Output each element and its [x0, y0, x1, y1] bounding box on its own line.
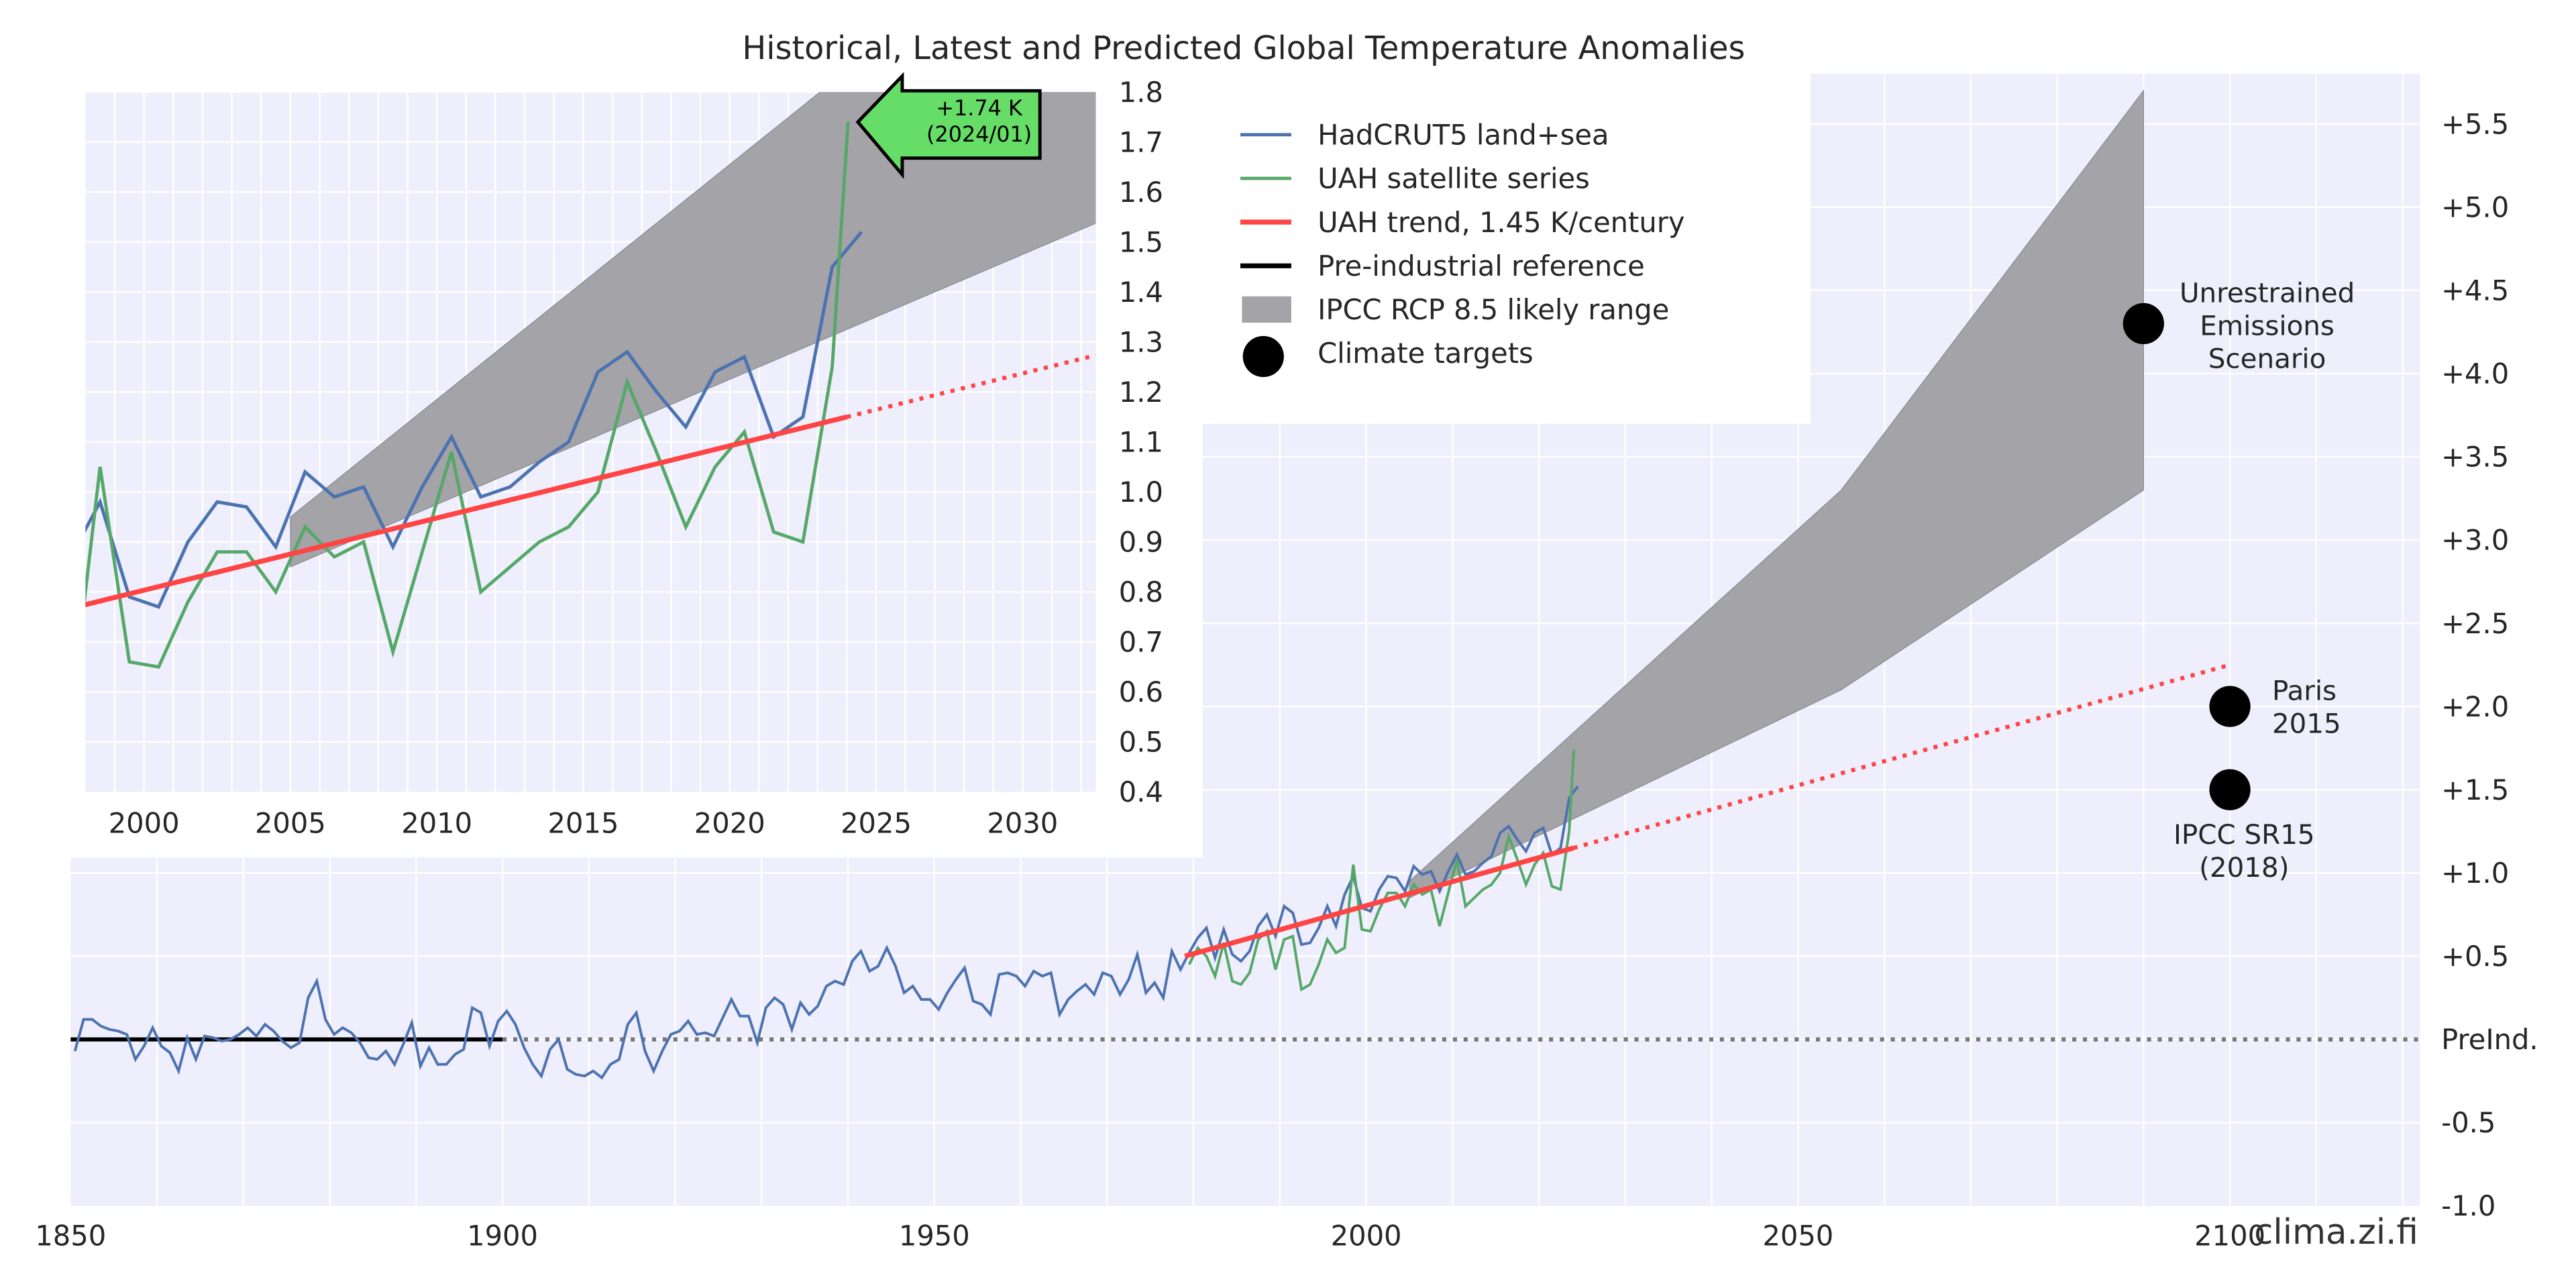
legend-swatch-patch [1242, 296, 1291, 323]
y-tick-label: +4.0 [2441, 358, 2509, 390]
y-tick-label: +1.0 [2441, 857, 2509, 890]
inset-y-tick-label: 1.6 [1119, 176, 1163, 209]
inset-x-tick-label: 2025 [841, 807, 912, 840]
inset-y-tick-label: 1.2 [1119, 376, 1163, 409]
inset-x-tick-label: 2000 [109, 807, 180, 840]
climate-target-marker [2209, 769, 2251, 810]
legend-swatch-marker [1242, 335, 1284, 378]
y-tick-label: PreInd. [2441, 1023, 2538, 1056]
annotation-arrow [855, 72, 1042, 179]
climate-target-marker [2123, 303, 2164, 345]
inset-x-tick-label: 2015 [548, 807, 619, 840]
climate-target-marker [2209, 686, 2251, 727]
inset-ipcc-range-area [290, 92, 1096, 568]
y-tick-label: -1.0 [2441, 1189, 2496, 1222]
inset-uah-trend-line [85, 414, 848, 608]
inset-y-tick-label: 0.8 [1119, 576, 1163, 608]
legend-label: Climate targets [1318, 337, 1534, 370]
annotation-label: (2024/01) [926, 121, 1032, 147]
inset-y-tick-label: 1.8 [1119, 76, 1163, 109]
uah-trend-line [1184, 845, 1574, 959]
y-tick-label: +1.5 [2441, 773, 2509, 806]
inset-plot: 2000 2005 2010 2015 2020 2025 2030 1.8 1.7 1.6 1.5… [85, 72, 1163, 840]
inset-y-tick-label: 0.9 [1119, 526, 1163, 559]
inset-uah-trend-projection [846, 353, 1096, 419]
climate-target-label: Paris [2272, 674, 2337, 706]
inset-y-tick-label: 1.4 [1119, 276, 1163, 309]
y-tick-label: -0.5 [2441, 1106, 2496, 1139]
inset-y-tick-label: 1.7 [1119, 125, 1163, 158]
x-tick-label: 2050 [1762, 1219, 1833, 1252]
legend-label: IPCC RCP 8.5 likely range [1318, 293, 1669, 326]
climate-target-label: 2015 [2272, 707, 2341, 739]
inset-y-tick-label: 0.6 [1119, 676, 1163, 708]
watermark: clima.zi.fi [2254, 1212, 2418, 1252]
legend-label: Pre-industrial reference [1318, 250, 1645, 282]
y-tick-label: +5.0 [2441, 191, 2509, 223]
inset-y-tick-label: 1.5 [1119, 225, 1163, 258]
climate-target-label: Scenario [2208, 343, 2326, 375]
y-tick-label: +4.5 [2441, 274, 2509, 307]
climate-target-label: (2018) [2199, 851, 2289, 883]
x-tick-label: 2000 [1331, 1219, 1402, 1252]
x-tick-label: 1950 [899, 1219, 970, 1252]
x-tick-label: 1900 [467, 1219, 538, 1252]
legend-label: UAH trend, 1.45 K/century [1318, 206, 1684, 239]
y-tick-label: +2.0 [2441, 690, 2509, 723]
inset-y-tick-label: 1.3 [1119, 325, 1163, 358]
inset-y-tick-label: 0.5 [1119, 726, 1163, 759]
legend-label: UAH satellite series [1318, 162, 1590, 195]
inset-y-tick-label: 0.7 [1119, 626, 1163, 659]
chart-title: Historical, Latest and Predicted Global … [742, 30, 1745, 67]
inset-y-tick-label: 1.0 [1119, 476, 1163, 508]
inset-plot-area [85, 92, 1096, 792]
climate-target-label: IPCC SR15 [2174, 818, 2315, 851]
inset-x-tick-label: 2030 [987, 807, 1058, 840]
legend: HadCRUT5 land+sea UAH satellite series UAH… [1202, 74, 1811, 424]
y-tick-label: +3.5 [2441, 441, 2509, 474]
y-tick-label: +2.5 [2441, 607, 2509, 640]
x-tick-label: 1850 [35, 1219, 106, 1252]
inset-y-tick-label: 0.4 [1119, 775, 1163, 808]
y-tick-label: +0.5 [2441, 940, 2509, 973]
y-tick-label: +3.0 [2441, 524, 2509, 557]
inset-x-tick-label: 2010 [401, 807, 472, 840]
inset-y-tick-label: 1.1 [1119, 425, 1163, 458]
x-tick-label: 2100 [2194, 1219, 2265, 1252]
climate-target-label: Unrestrained [2180, 277, 2355, 309]
hadcrut5-line [73, 786, 1579, 1080]
annotation-label: +1.74 K [936, 95, 1023, 121]
legend-box [1202, 74, 1811, 424]
climate-target-label: Emissions [2200, 310, 2334, 342]
legend-label: HadCRUT5 land+sea [1318, 119, 1609, 152]
uah-trend-projection [1572, 663, 2231, 851]
y-tick-label: +5.5 [2441, 107, 2509, 140]
inset-x-tick-label: 2020 [694, 807, 765, 840]
inset-x-tick-label: 2005 [255, 807, 326, 840]
